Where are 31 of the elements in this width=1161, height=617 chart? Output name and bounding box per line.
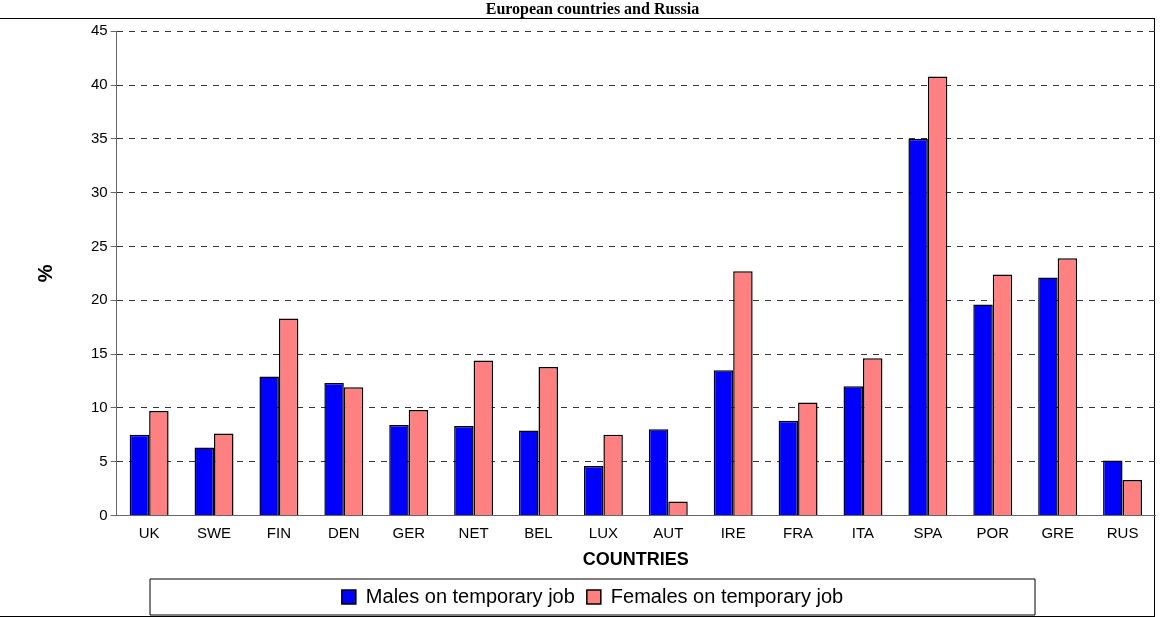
y-tick-label: 5 xyxy=(99,451,108,469)
x-tick-label: RUS xyxy=(1106,523,1139,541)
y-tick-label: 25 xyxy=(91,236,108,254)
x-tick-label: LUX xyxy=(588,523,618,541)
y-tick-label: 20 xyxy=(91,290,108,308)
x-tick-label: ITA xyxy=(851,523,875,541)
x-tick-label: FRA xyxy=(783,523,814,541)
x-tick-label: DEN xyxy=(327,523,360,541)
x-tick-label: UK xyxy=(138,523,160,541)
y-tick-label: 10 xyxy=(91,397,108,415)
x-tick-label: POR xyxy=(976,523,1010,541)
y-tick-label: 45 xyxy=(91,21,108,39)
x-tick-label: GRE xyxy=(1041,523,1074,541)
y-tick-label: 30 xyxy=(91,182,108,200)
y-tick-label: 40 xyxy=(91,75,108,93)
x-tick-label: NET xyxy=(458,523,489,541)
legend-label: Males on temporary job xyxy=(365,584,575,607)
x-tick-label: SPA xyxy=(913,523,943,541)
x-tick-label: AUT xyxy=(653,523,684,541)
x-tick-label: BEL xyxy=(524,523,553,541)
x-tick-label: IRE xyxy=(720,523,746,541)
x-tick-label: FIN xyxy=(266,523,292,541)
x-tick-label: GER xyxy=(392,523,426,541)
x-tick-label: SWE xyxy=(196,523,232,541)
y-tick-label: 15 xyxy=(91,344,108,362)
chart-title: European countries and Russia xyxy=(485,0,700,18)
x-axis-title: COUNTRIES xyxy=(582,549,689,570)
legend-label: Females on temporary job xyxy=(610,584,844,607)
y-tick-label: 0 xyxy=(99,505,108,523)
y-axis-title: % xyxy=(33,264,56,283)
y-tick-label: 35 xyxy=(91,128,108,146)
